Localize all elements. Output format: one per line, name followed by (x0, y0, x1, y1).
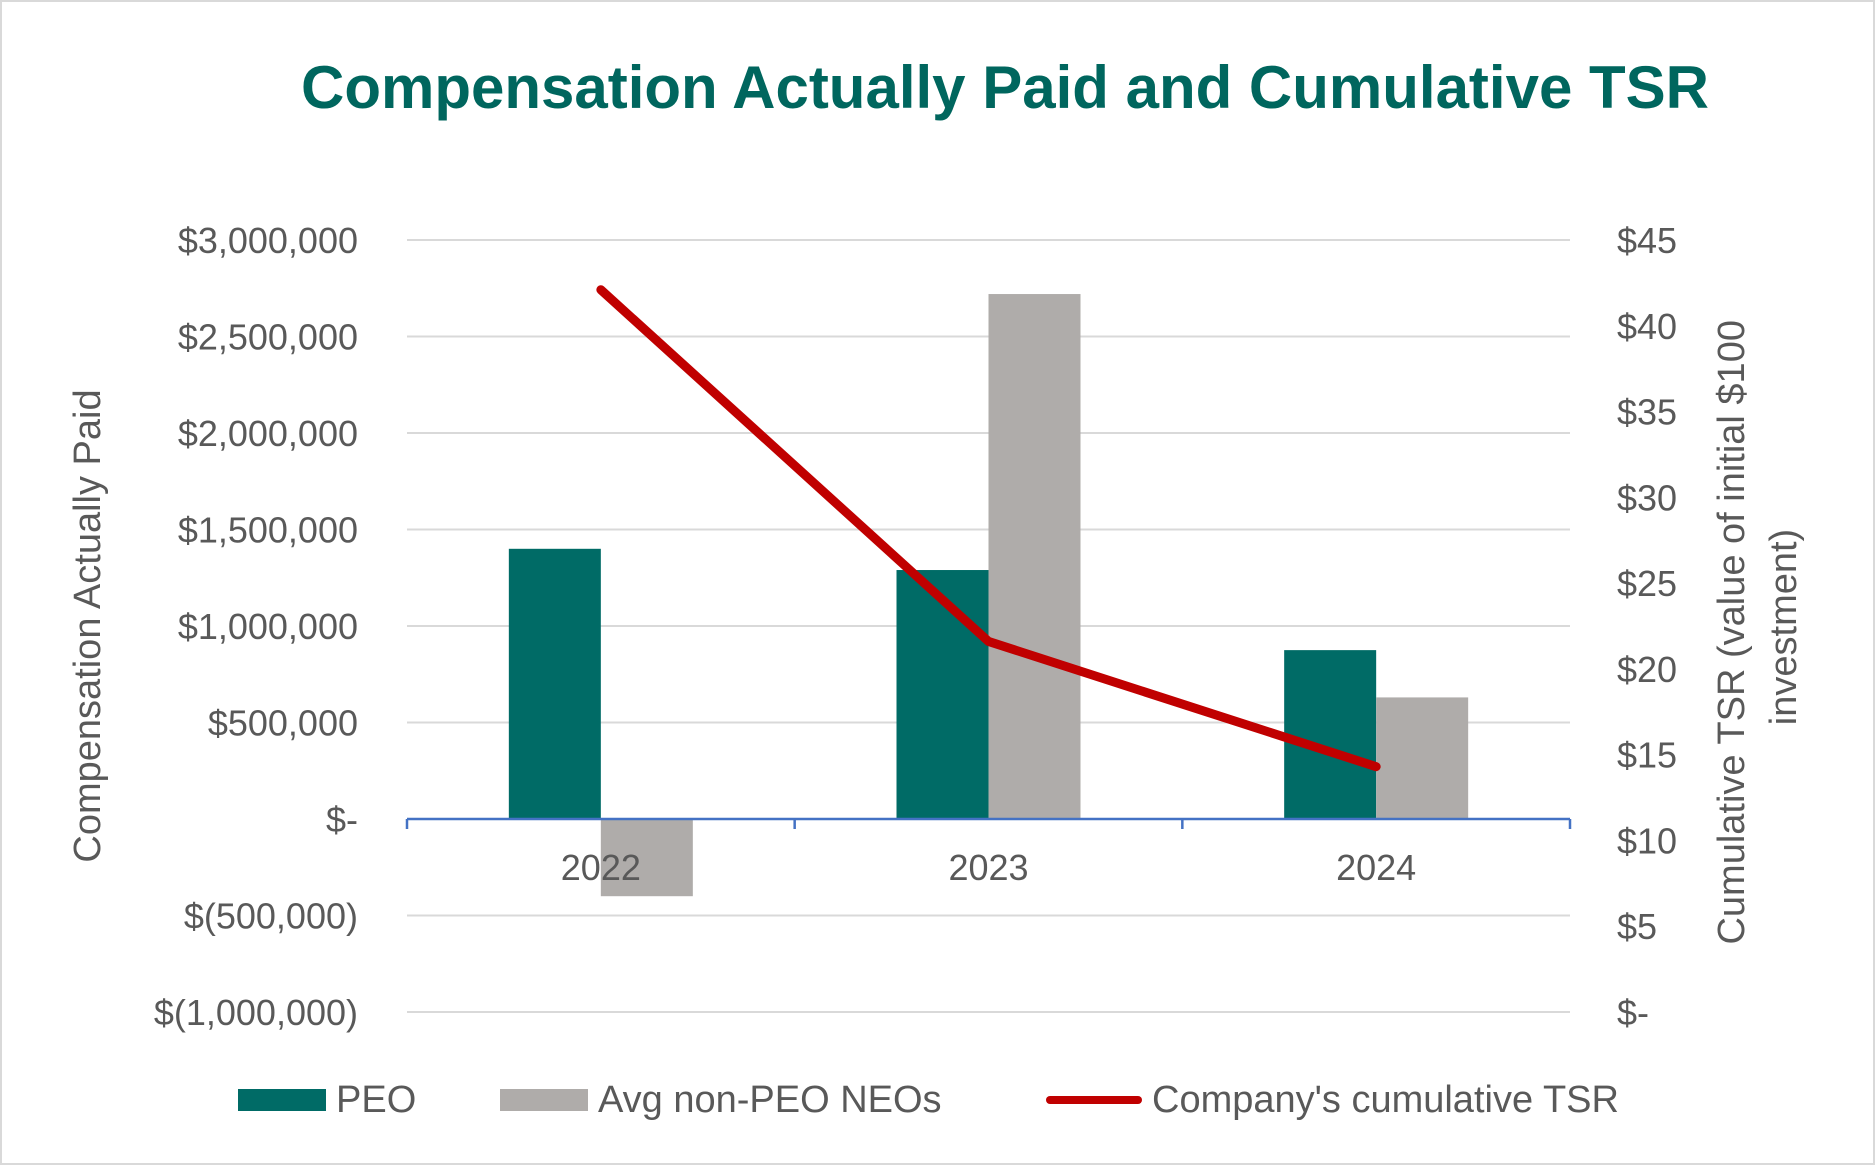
tsr-point (1375, 765, 1378, 768)
legend-item-avg-non-peo: Avg non-PEO NEOs (500, 1072, 942, 1128)
legend-label-avg-non-peo: Avg non-PEO NEOs (598, 1078, 942, 1121)
legend: PEO Avg non-PEO NEOs Company's cumulativ… (0, 1072, 1875, 1128)
left-tick-label: $500,000 (208, 703, 358, 744)
left-tick-label: $2,000,000 (178, 413, 358, 454)
legend-item-tsr: Company's cumulative TSR (1046, 1072, 1619, 1128)
legend-item-peo: PEO (238, 1072, 416, 1128)
x-tick-label: 2023 (948, 847, 1028, 888)
x-tick-label: 2024 (1336, 847, 1416, 888)
right-tick-label: $25 (1617, 563, 1677, 604)
right-tick-label: $15 (1617, 735, 1677, 776)
left-tick-label: $2,500,000 (178, 317, 358, 358)
tsr-line (596, 285, 1381, 772)
chart-title: Compensation Actually Paid and Cumulativ… (300, 54, 1709, 121)
legend-label-tsr: Company's cumulative TSR (1152, 1078, 1619, 1121)
bar (988, 294, 1081, 819)
left-tick-label: $- (326, 799, 358, 840)
left-tick-label: $(500,000) (184, 896, 358, 937)
bar (896, 570, 989, 819)
left-axis-title: Compensation Actually Paid (67, 389, 109, 862)
left-tick-label: $1,000,000 (178, 606, 358, 647)
right-tick-label: $5 (1617, 906, 1657, 947)
legend-swatch-avg-non-peo (500, 1089, 588, 1111)
left-axis-ticks: $3,000,000 $2,500,000 $2,000,000 $1,500,000… (154, 220, 358, 1033)
right-tick-label: $40 (1617, 306, 1677, 347)
right-tick-label: $10 (1617, 820, 1677, 861)
right-tick-label: $45 (1617, 220, 1677, 261)
right-axis-title-line-2: investment) (1763, 529, 1805, 725)
right-tick-label: $20 (1617, 649, 1677, 690)
legend-swatch-peo (238, 1089, 326, 1111)
legend-swatch-tsr (1046, 1096, 1142, 1104)
bar (1284, 650, 1377, 819)
bar (600, 819, 693, 897)
tsr-point (987, 640, 990, 643)
bar (1376, 697, 1469, 819)
tsr-point (599, 288, 602, 291)
bar (508, 548, 601, 819)
x-tick-label: 2022 (561, 847, 641, 888)
x-axis-ticks: 2022 2023 2024 (561, 847, 1416, 888)
left-tick-label: $3,000,000 (178, 220, 358, 261)
right-tick-label: $35 (1617, 392, 1677, 433)
left-tick-label: $1,500,000 (178, 510, 358, 551)
right-axis-title-line-1: Cumulative TSR (value of initial $100 (1711, 320, 1753, 945)
right-tick-label: $- (1617, 992, 1649, 1033)
right-tick-label: $30 (1617, 477, 1677, 518)
right-axis-ticks: $45 $40 $35 $30 $25 $20 $15 $10 $5 $- (1617, 220, 1677, 1033)
right-axis-title: Cumulative TSR (value of initial $100 in… (1711, 309, 1805, 944)
bars (508, 294, 1469, 897)
legend-label-peo: PEO (336, 1078, 417, 1121)
x-axis (405, 817, 1572, 829)
left-tick-label: $(1,000,000) (154, 992, 358, 1033)
